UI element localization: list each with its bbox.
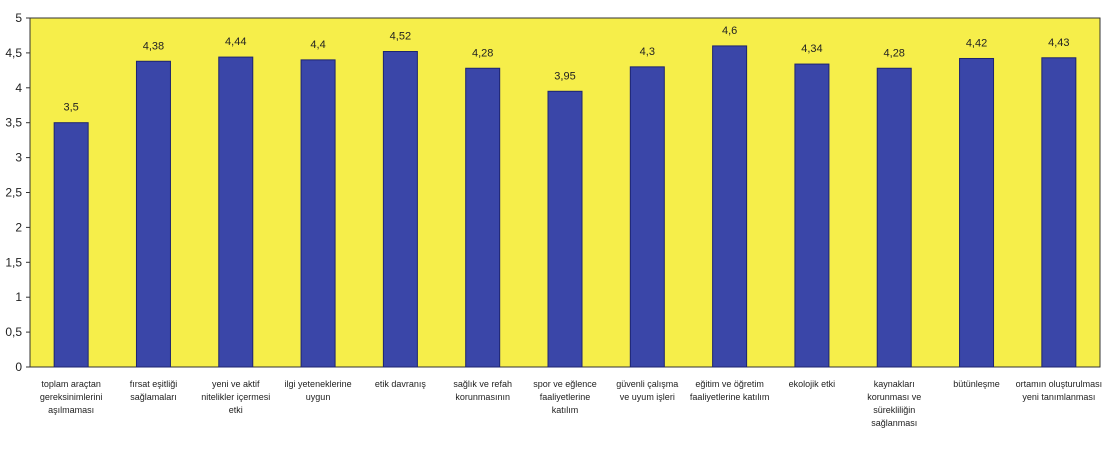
y-tick-label: 3,5 xyxy=(5,116,22,130)
bar xyxy=(794,63,830,368)
bar xyxy=(465,67,501,368)
y-tick-label: 2,5 xyxy=(5,186,22,200)
y-tick-label: 4,5 xyxy=(5,46,22,60)
category-label-line: ortamın oluşturulması xyxy=(1016,379,1103,389)
category-label: bütünleşme xyxy=(953,379,1000,389)
category-label-line: uygun xyxy=(306,392,331,402)
category-label-line: güvenli çalışma xyxy=(616,379,678,389)
value-labels: 3,5 4,38 4,44 4,4 4,52 4,28 3,95 4,3 4,6 4,34 4,28… xyxy=(64,25,1070,114)
category-label: yeni ve aktif nitelikler içermesi etki xyxy=(201,379,270,415)
category-label-line: eğitim ve öğretim xyxy=(695,379,764,389)
category-label-line: korunması ve xyxy=(867,392,921,402)
category-label-line: sağlık ve refah xyxy=(453,379,512,389)
y-tick-label: 1 xyxy=(15,290,22,304)
category-label: etik davranış xyxy=(375,379,427,389)
y-tick-label: 0 xyxy=(15,360,22,374)
bar-value-label: 4,42 xyxy=(966,37,987,49)
category-label-line: ve uyum işleri xyxy=(620,392,675,402)
category-label-line: sağlamaları xyxy=(130,392,177,402)
bar-value-label: 4,34 xyxy=(801,43,822,55)
bar xyxy=(547,90,583,368)
bar xyxy=(712,45,748,368)
bar xyxy=(876,67,912,368)
category-label-line: faaliyetlerine xyxy=(540,392,591,402)
category-label-line: sürekliliğin xyxy=(873,405,915,415)
category-label: sağlık ve refah korunmasının xyxy=(453,379,512,402)
bar xyxy=(629,66,665,368)
y-axis: 0 0,5 1 1,5 2 2,5 3 3,5 4 4,5 5 xyxy=(5,11,31,374)
bar-value-label: 4,28 xyxy=(472,47,493,59)
category-label-line: korunmasının xyxy=(455,392,510,402)
category-label-line: etki xyxy=(229,405,243,415)
bar-value-label: 4,43 xyxy=(1048,37,1069,49)
bar-value-label: 4,4 xyxy=(310,39,325,51)
bar-value-label: 4,38 xyxy=(143,40,164,52)
category-label-line: aşılmaması xyxy=(48,405,94,415)
category-label: ekolojik etki xyxy=(789,379,836,389)
category-label: kaynakları korunması ve sürekliliğin sağlan… xyxy=(867,379,921,428)
y-tick-label: 5 xyxy=(15,11,22,25)
category-label: eğitim ve öğretim faaliyetlerine katılım xyxy=(690,379,770,402)
bars xyxy=(53,45,1077,368)
category-label-line: katılım xyxy=(552,405,579,415)
category-label-line: nitelikler içermesi xyxy=(201,392,270,402)
bar-value-label: 4,3 xyxy=(640,46,655,58)
category-label: ilgi yeteneklerine uygun xyxy=(285,379,352,402)
bar xyxy=(382,51,418,368)
category-label: ortamın oluşturulması yeni tanımlanması xyxy=(1016,379,1103,402)
category-label-line: gereksinimlerini xyxy=(40,392,103,402)
category-label-line: bütünleşme xyxy=(953,379,1000,389)
bar-value-label: 4,52 xyxy=(390,31,411,43)
category-label-line: toplam araçtan xyxy=(41,379,101,389)
category-label: güvenli çalışma ve uyum işleri xyxy=(616,379,678,402)
y-tick-label: 4 xyxy=(15,81,22,95)
bar xyxy=(959,57,995,368)
category-label: toplam araçtan gereksinimlerini aşılmaması xyxy=(40,379,103,415)
bar xyxy=(1041,57,1077,368)
y-tick-label: 2 xyxy=(15,220,22,234)
category-label-line: faaliyetlerine katılım xyxy=(690,392,770,402)
category-labels: toplam araçtan gereksinimlerini aşılmaması… xyxy=(40,379,1102,428)
bar xyxy=(53,122,89,368)
category-label-line: sağlanması xyxy=(871,418,917,428)
category-label-line: yeni tanımlanması xyxy=(1022,392,1095,402)
category-label-line: fırsat eşitliği xyxy=(130,379,178,389)
bar-value-label: 4,44 xyxy=(225,36,246,48)
bar-value-label: 4,6 xyxy=(722,25,737,37)
bar xyxy=(135,60,171,368)
category-label-line: ekolojik etki xyxy=(789,379,836,389)
bar-value-label: 3,5 xyxy=(64,102,79,114)
category-label-line: kaynakları xyxy=(874,379,915,389)
bar-value-label: 4,28 xyxy=(884,47,905,59)
y-tick-label: 0,5 xyxy=(5,325,22,339)
category-label-line: yeni ve aktif xyxy=(212,379,260,389)
category-label: fırsat eşitliği sağlamaları xyxy=(130,379,178,402)
bar-value-label: 3,95 xyxy=(554,70,575,82)
category-label-line: etik davranış xyxy=(375,379,427,389)
bar xyxy=(300,59,336,368)
y-tick-label: 1,5 xyxy=(5,255,22,269)
category-label-line: ilgi yeteneklerine xyxy=(285,379,352,389)
y-tick-label: 3 xyxy=(15,151,22,165)
bar xyxy=(218,56,254,368)
category-label: spor ve eğlence faaliyetlerine katılım xyxy=(533,379,597,415)
category-label-line: spor ve eğlence xyxy=(533,379,597,389)
